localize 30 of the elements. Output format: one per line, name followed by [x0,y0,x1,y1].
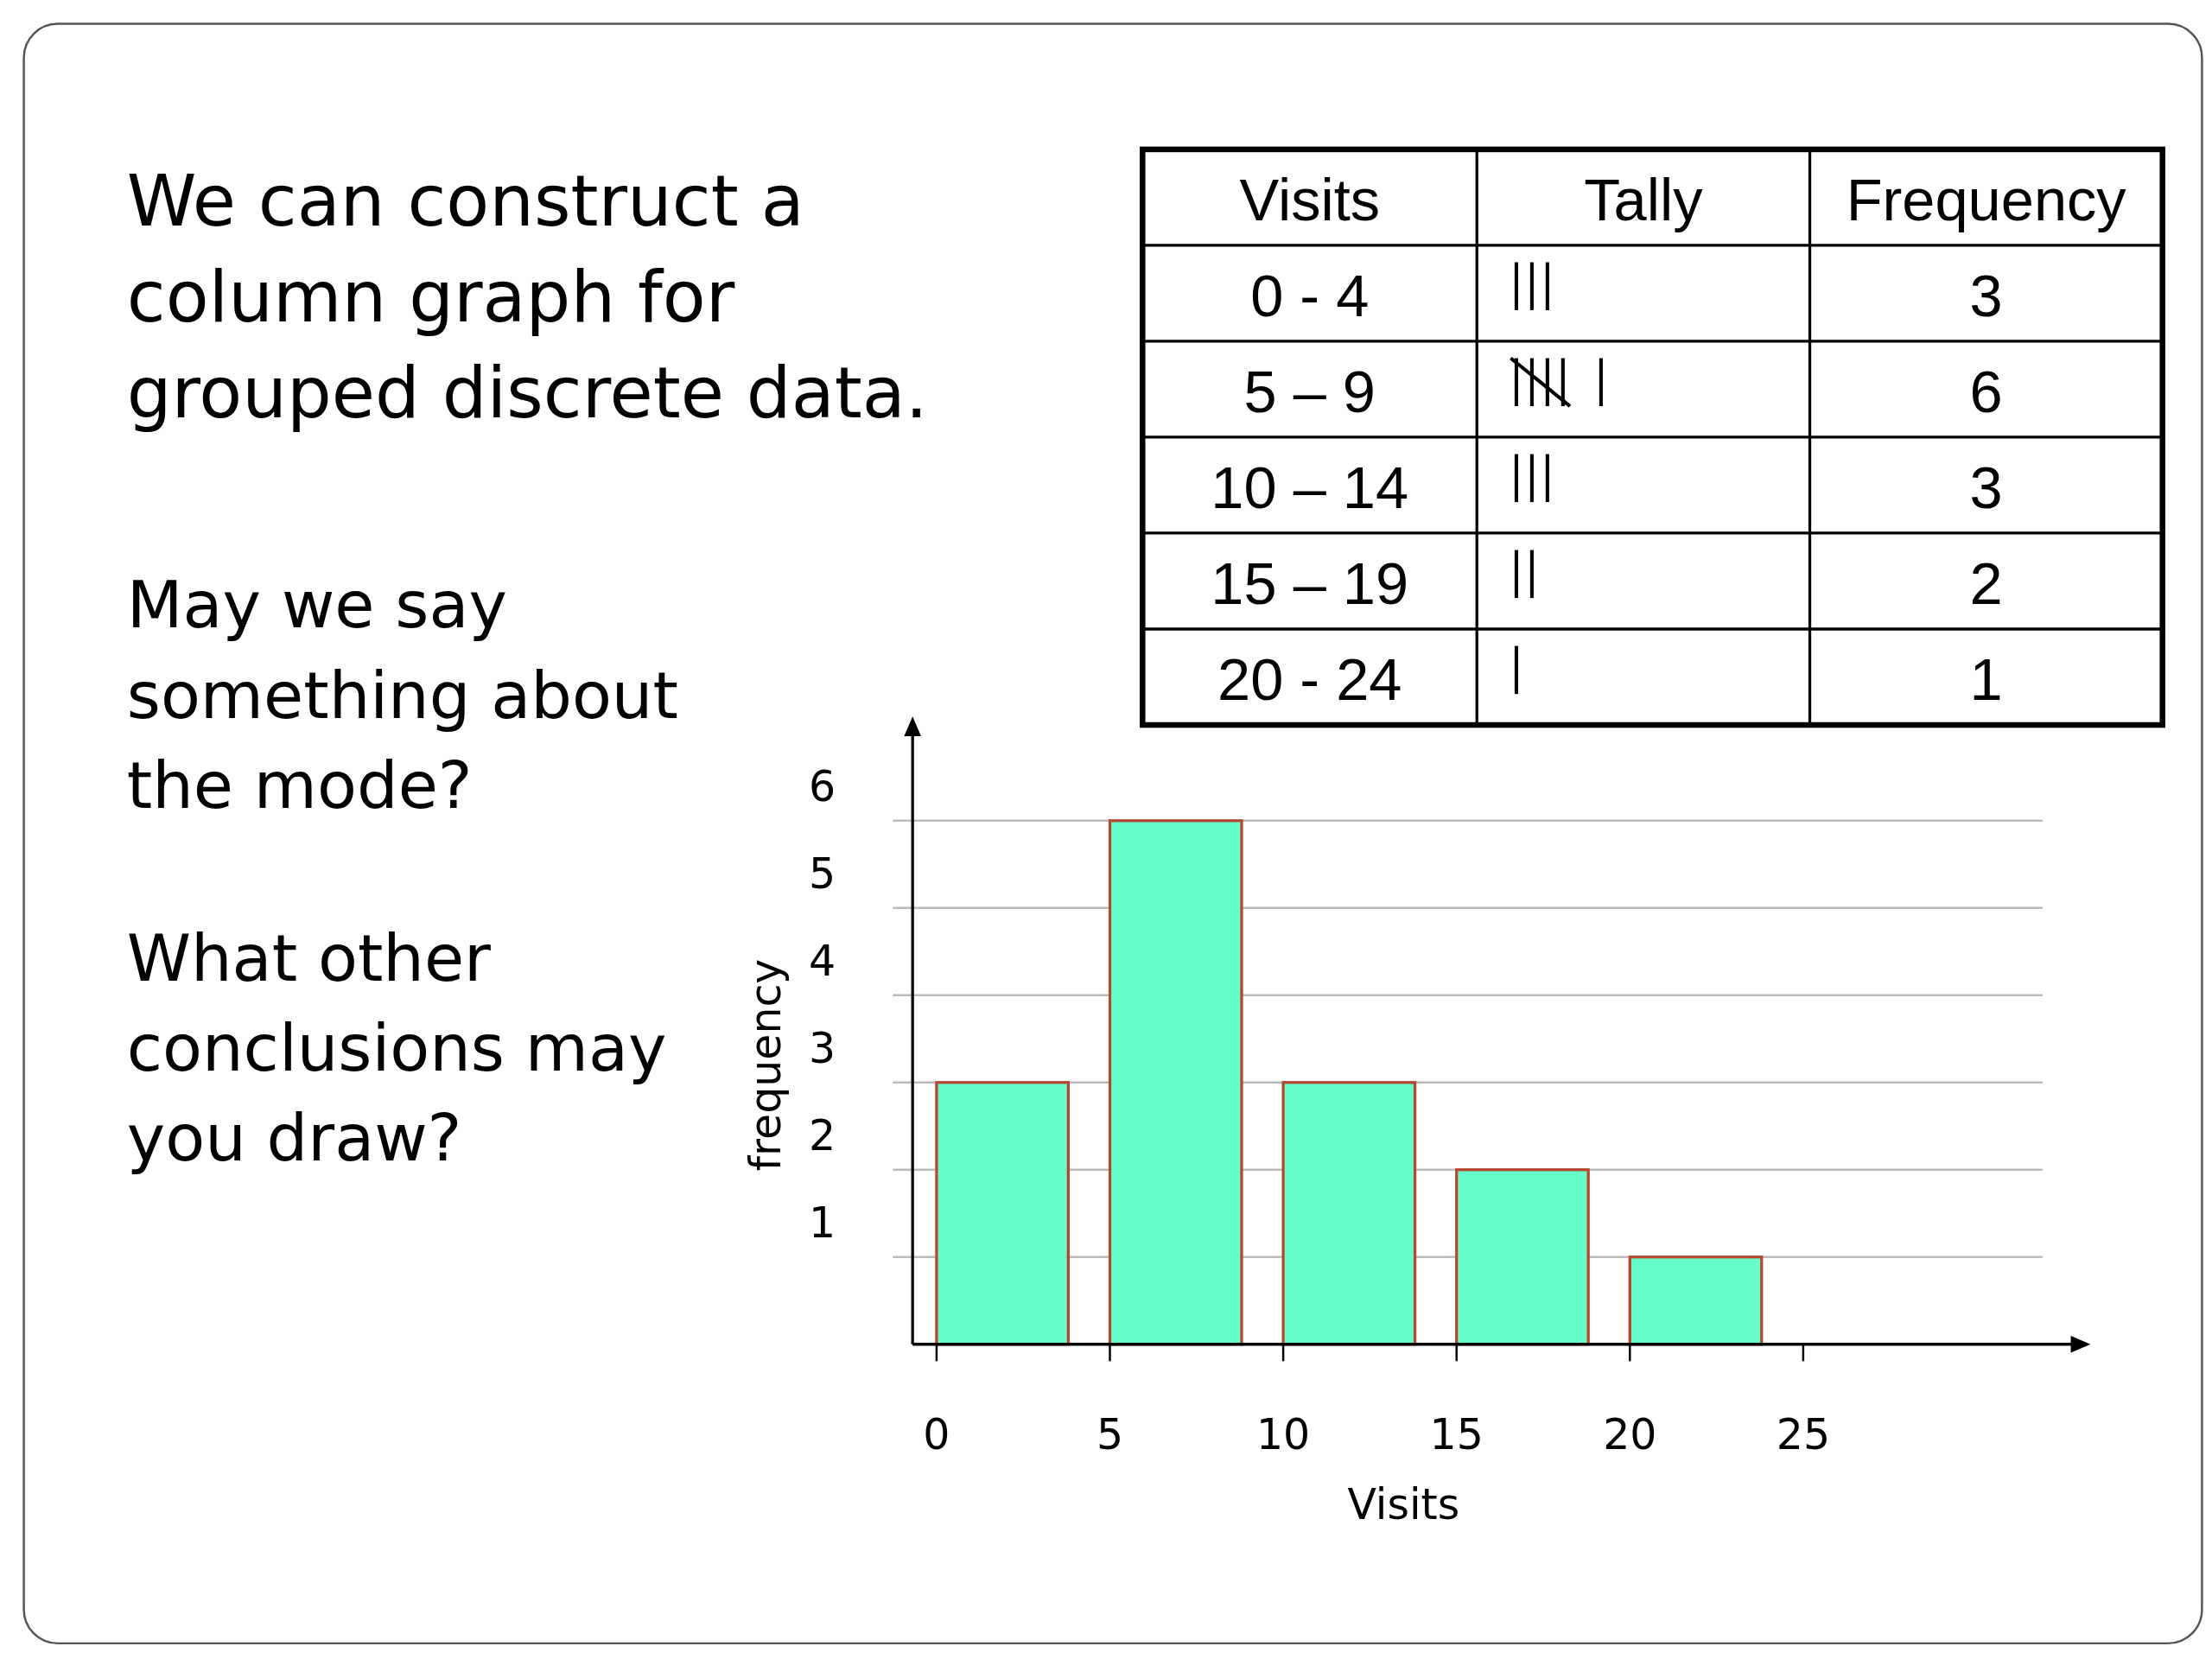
x-tick-label: 25 [1776,1409,1831,1459]
x-tick-label: 0 [923,1409,950,1459]
y-tick-label: 3 [809,1023,836,1073]
data-label: 3 [1969,454,2003,521]
category-label: 0 - 4 [1250,262,1370,329]
chart-title: We can construct a column graph for grouped discrete data. [126,160,928,435]
category-label: 20 - 24 [1217,645,1402,713]
y-tick-label: 1 [809,1198,836,1248]
y-tick-label: 6 [809,761,836,811]
data-label: 3 [1969,262,2003,329]
text: May we say something about the mode? [126,567,678,824]
x-tick-label: 15 [1429,1409,1484,1459]
x-tick-label: 5 [1096,1409,1124,1459]
x-tick-label: 20 [1603,1409,1657,1459]
y-tick-label: 4 [809,936,836,986]
category-label: 10 – 14 [1211,454,1409,521]
text: Frequency [1846,166,2127,233]
category-label: 5 – 9 [1243,358,1376,425]
text: Visits [1239,166,1381,233]
category-label: 15 – 19 [1211,550,1409,617]
data-label: 2 [1969,550,2003,617]
x-axis-title: Visits [1347,1480,1460,1530]
data-label: 6 [1969,358,2003,425]
x-tick-label: 10 [1255,1409,1311,1459]
y-tick-label: 5 [809,849,836,899]
text: Tally [1584,166,1704,233]
text: What other conclusions may you draw? [126,919,667,1177]
y-axis-title: frequency [741,958,791,1172]
y-tick-label: 2 [809,1110,836,1160]
data-label: 1 [1969,645,2003,713]
